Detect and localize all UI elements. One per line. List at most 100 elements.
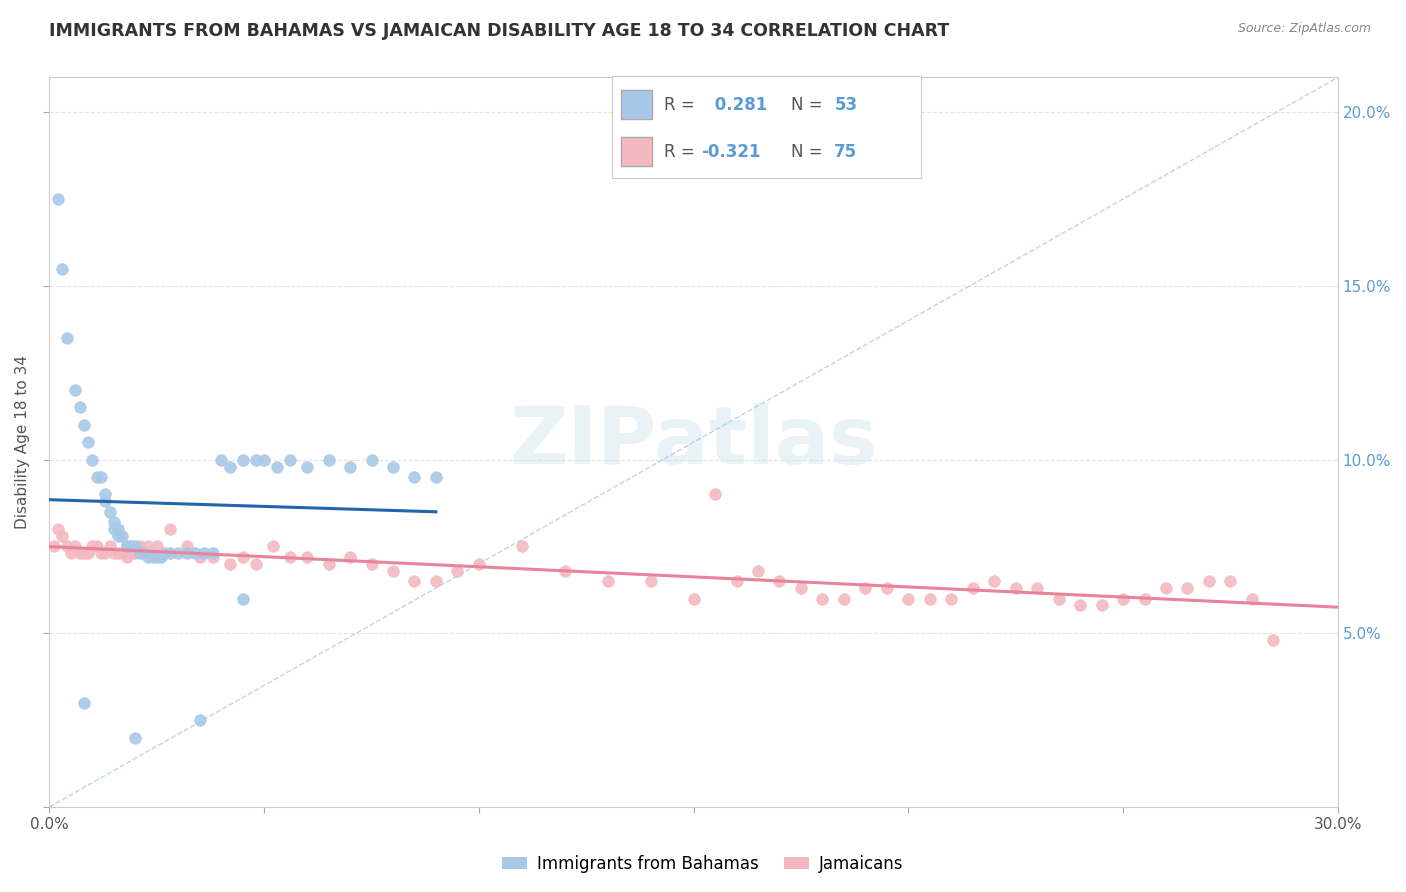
Point	[55, 540, 77, 554]
Point	[425, 470, 447, 484]
Point	[159, 546, 181, 560]
Text: -0.321: -0.321	[702, 143, 761, 161]
Point	[73, 417, 96, 432]
Point	[128, 546, 150, 560]
Point	[382, 564, 405, 578]
Point	[918, 591, 941, 606]
Point	[132, 546, 155, 560]
Text: R =: R =	[664, 95, 700, 113]
Point	[278, 549, 301, 564]
Point	[94, 546, 117, 560]
Text: IMMIGRANTS FROM BAHAMAS VS JAMAICAN DISABILITY AGE 18 TO 34 CORRELATION CHART: IMMIGRANTS FROM BAHAMAS VS JAMAICAN DISA…	[49, 22, 949, 40]
Point	[55, 331, 77, 345]
Point	[46, 192, 69, 206]
Text: 53: 53	[834, 95, 858, 113]
Point	[77, 435, 100, 450]
Point	[1263, 633, 1285, 648]
Text: N =: N =	[792, 143, 828, 161]
Point	[111, 529, 134, 543]
Point	[262, 540, 284, 554]
Point	[1198, 574, 1220, 589]
Point	[1004, 581, 1026, 595]
Point	[124, 546, 146, 560]
Point	[115, 540, 138, 554]
Point	[1112, 591, 1135, 606]
Point	[245, 557, 267, 571]
Point	[77, 546, 100, 560]
Point	[42, 540, 65, 554]
Point	[768, 574, 790, 589]
Point	[107, 522, 129, 536]
Point	[120, 540, 142, 554]
Point	[63, 383, 86, 397]
Point	[266, 459, 288, 474]
Point	[1026, 581, 1049, 595]
Point	[832, 591, 855, 606]
Point	[82, 452, 104, 467]
Point	[107, 529, 129, 543]
Point	[128, 540, 150, 554]
Point	[188, 549, 211, 564]
Point	[811, 591, 834, 606]
Point	[94, 487, 117, 501]
Point	[115, 540, 138, 554]
Text: 75: 75	[834, 143, 858, 161]
Point	[82, 540, 104, 554]
Point	[1133, 591, 1156, 606]
Point	[120, 546, 142, 560]
Point	[90, 546, 112, 560]
Point	[90, 470, 112, 484]
Point	[747, 564, 769, 578]
Point	[136, 540, 159, 554]
Text: N =: N =	[792, 95, 828, 113]
Point	[941, 591, 963, 606]
Text: 0.281: 0.281	[709, 95, 768, 113]
Point	[278, 452, 301, 467]
Point	[132, 546, 155, 560]
Point	[853, 581, 876, 595]
Point	[360, 452, 382, 467]
Point	[382, 459, 405, 474]
Point	[51, 261, 73, 276]
Point	[184, 546, 207, 560]
Point	[155, 546, 177, 560]
Point	[159, 522, 181, 536]
Text: ZIPatlas: ZIPatlas	[509, 403, 877, 481]
Point	[98, 540, 121, 554]
Point	[136, 549, 159, 564]
Point	[188, 713, 211, 727]
Point	[232, 591, 254, 606]
Point	[69, 546, 91, 560]
Point	[218, 557, 240, 571]
Point	[245, 452, 267, 467]
Point	[59, 546, 82, 560]
Point	[98, 505, 121, 519]
FancyBboxPatch shape	[621, 137, 652, 166]
Point	[596, 574, 619, 589]
Point	[124, 731, 146, 745]
Point	[103, 546, 125, 560]
Point	[146, 540, 169, 554]
Point	[897, 591, 920, 606]
Point	[404, 470, 426, 484]
Point	[318, 452, 340, 467]
Point	[51, 529, 73, 543]
Point	[425, 574, 447, 589]
Point	[167, 546, 190, 560]
Point	[86, 540, 108, 554]
Point	[404, 574, 426, 589]
Point	[983, 574, 1005, 589]
Point	[1219, 574, 1241, 589]
Point	[1177, 581, 1199, 595]
Point	[73, 696, 96, 710]
Point	[69, 401, 91, 415]
Point	[141, 549, 163, 564]
Point	[201, 546, 224, 560]
Point	[1047, 591, 1070, 606]
Point	[962, 581, 984, 595]
Point	[46, 522, 69, 536]
Point	[141, 546, 163, 560]
Point	[124, 540, 146, 554]
Text: R =: R =	[664, 143, 700, 161]
Point	[510, 540, 533, 554]
